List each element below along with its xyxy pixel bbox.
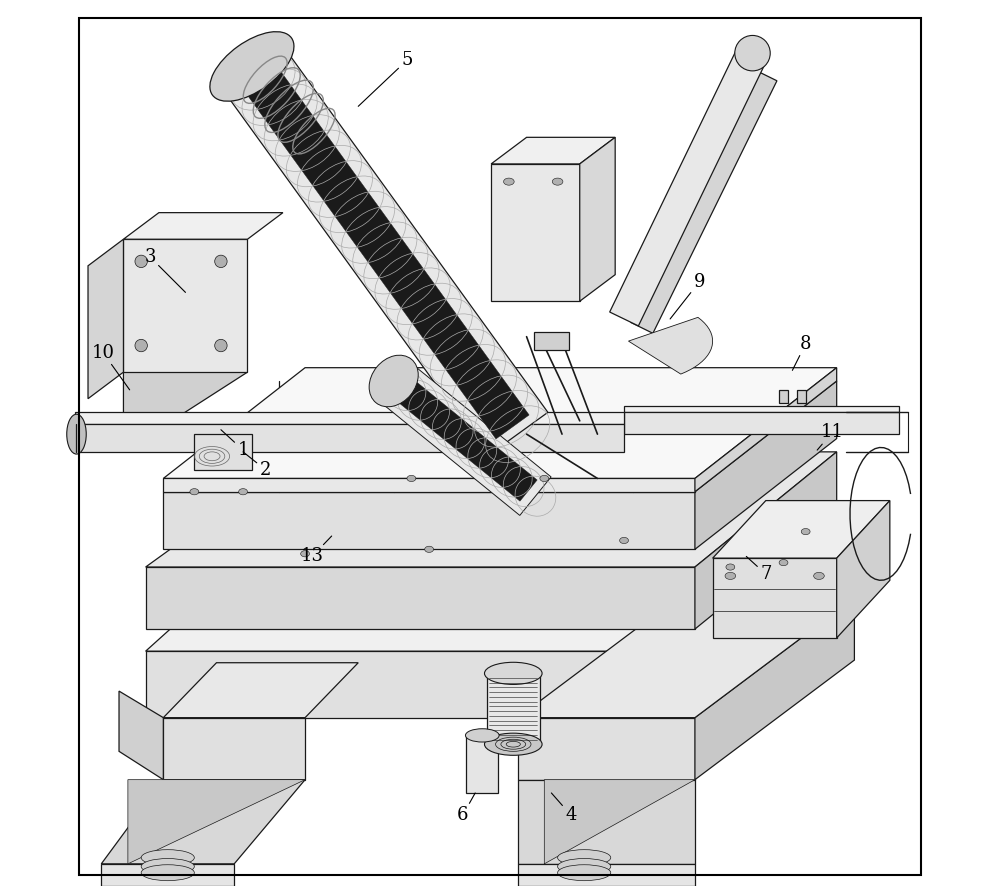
Polygon shape (487, 673, 540, 744)
Polygon shape (624, 406, 899, 412)
Polygon shape (518, 864, 695, 886)
Polygon shape (194, 434, 252, 470)
Polygon shape (123, 372, 247, 452)
Ellipse shape (425, 546, 434, 553)
Polygon shape (713, 501, 890, 558)
Ellipse shape (141, 865, 194, 881)
Polygon shape (631, 70, 777, 333)
Ellipse shape (210, 32, 294, 101)
Text: 4: 4 (551, 793, 577, 824)
Ellipse shape (301, 551, 310, 557)
Ellipse shape (558, 859, 611, 874)
Ellipse shape (465, 728, 499, 742)
Text: 13: 13 (301, 536, 332, 565)
Polygon shape (241, 62, 529, 439)
Polygon shape (518, 780, 695, 864)
Polygon shape (695, 598, 854, 780)
Polygon shape (695, 381, 837, 549)
Polygon shape (624, 412, 899, 434)
Ellipse shape (190, 489, 199, 494)
Polygon shape (837, 501, 890, 638)
Polygon shape (491, 137, 615, 164)
Text: 1: 1 (221, 430, 249, 459)
Polygon shape (534, 332, 569, 350)
Ellipse shape (620, 537, 628, 543)
Polygon shape (544, 780, 695, 864)
Polygon shape (610, 46, 767, 326)
Ellipse shape (725, 572, 736, 579)
Polygon shape (163, 492, 695, 549)
Polygon shape (695, 368, 837, 492)
Text: 8: 8 (792, 335, 811, 370)
Polygon shape (146, 651, 722, 718)
Ellipse shape (504, 178, 514, 185)
Ellipse shape (558, 850, 611, 866)
Polygon shape (123, 239, 247, 372)
Polygon shape (146, 567, 695, 629)
Polygon shape (491, 164, 580, 301)
Polygon shape (163, 478, 695, 492)
Text: 3: 3 (144, 248, 185, 292)
Text: 9: 9 (670, 273, 705, 319)
Polygon shape (163, 663, 358, 718)
Ellipse shape (135, 255, 147, 268)
Ellipse shape (141, 859, 194, 874)
Text: 6: 6 (457, 793, 475, 824)
Text: 2: 2 (243, 452, 271, 478)
Ellipse shape (735, 35, 770, 71)
Polygon shape (466, 735, 498, 793)
Polygon shape (128, 780, 305, 864)
Ellipse shape (135, 339, 147, 352)
Polygon shape (518, 598, 854, 718)
Ellipse shape (540, 475, 549, 482)
Polygon shape (163, 368, 837, 478)
Ellipse shape (407, 475, 416, 482)
Polygon shape (123, 213, 283, 239)
Polygon shape (163, 381, 837, 492)
Polygon shape (222, 44, 548, 456)
Polygon shape (713, 558, 837, 638)
Polygon shape (628, 317, 713, 374)
Polygon shape (146, 532, 854, 651)
Polygon shape (119, 691, 163, 780)
Polygon shape (695, 452, 837, 629)
Text: 5: 5 (358, 51, 413, 106)
Ellipse shape (726, 564, 735, 571)
Ellipse shape (558, 865, 611, 881)
Ellipse shape (239, 489, 247, 494)
Polygon shape (392, 376, 537, 501)
Polygon shape (722, 532, 854, 718)
Ellipse shape (552, 178, 563, 185)
Text: 7: 7 (746, 556, 771, 583)
Ellipse shape (484, 663, 542, 684)
Ellipse shape (215, 339, 227, 352)
Ellipse shape (215, 255, 227, 268)
Ellipse shape (779, 560, 788, 566)
Polygon shape (580, 137, 615, 301)
Text: 10: 10 (92, 344, 130, 390)
Polygon shape (779, 390, 788, 403)
Ellipse shape (141, 850, 194, 866)
Ellipse shape (484, 734, 542, 755)
Ellipse shape (801, 528, 810, 534)
Polygon shape (146, 452, 837, 567)
Polygon shape (797, 390, 806, 403)
Polygon shape (101, 780, 305, 864)
Ellipse shape (369, 355, 418, 407)
Polygon shape (88, 239, 123, 399)
Ellipse shape (67, 415, 86, 455)
Polygon shape (518, 718, 695, 780)
Polygon shape (75, 424, 624, 452)
Polygon shape (75, 412, 624, 424)
Ellipse shape (814, 572, 824, 579)
Polygon shape (163, 718, 305, 780)
Polygon shape (101, 864, 234, 886)
Polygon shape (378, 361, 551, 516)
Text: 11: 11 (817, 424, 844, 450)
